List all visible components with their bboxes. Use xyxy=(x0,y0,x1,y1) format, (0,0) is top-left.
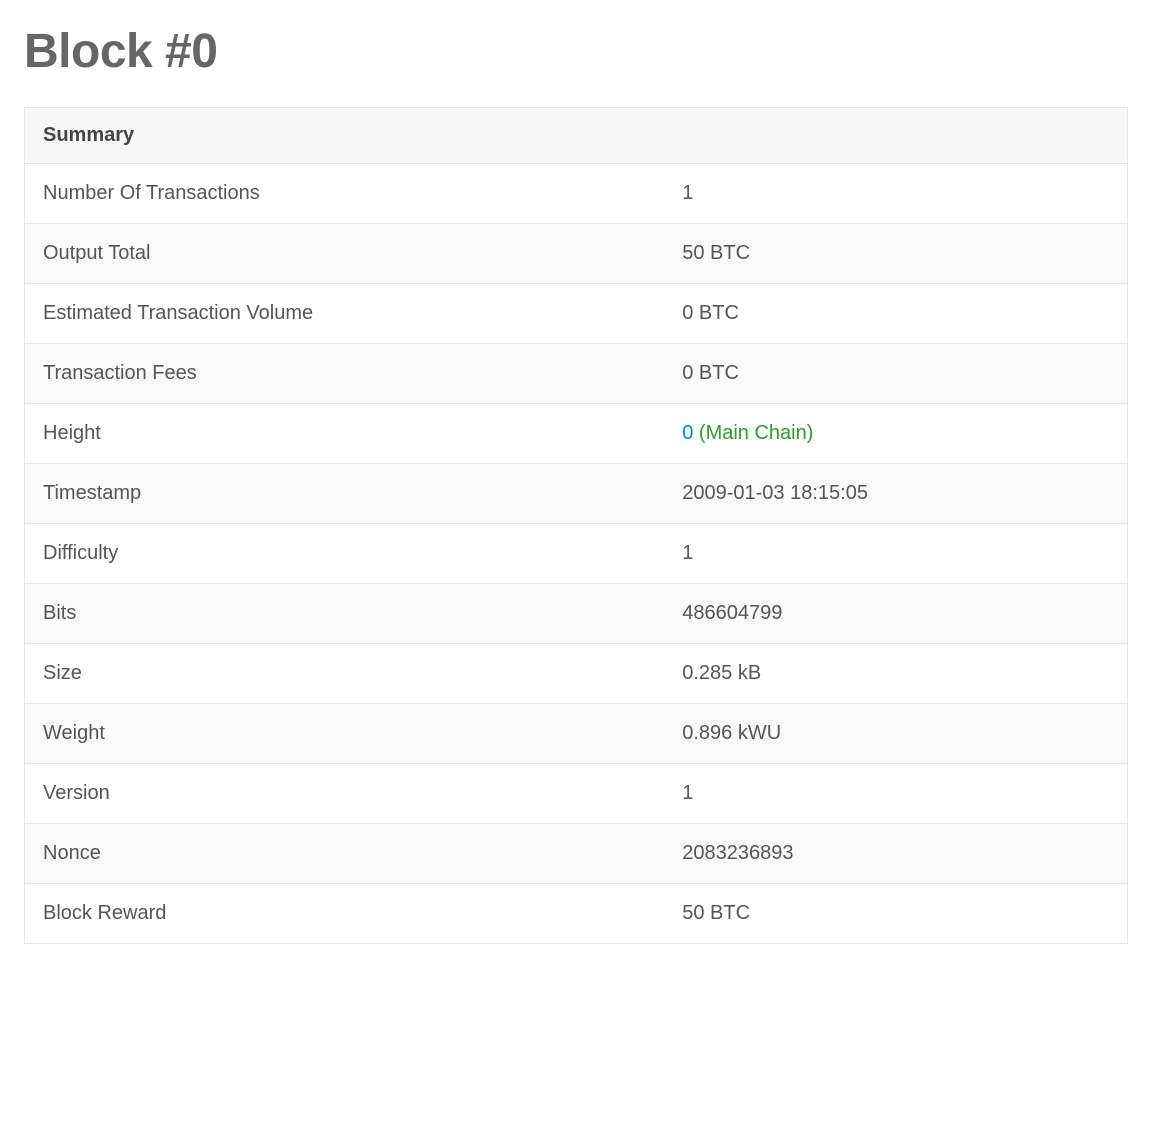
row-label: Version xyxy=(25,764,665,824)
row-value: 0.285 kB xyxy=(664,644,1127,704)
row-value: 1 xyxy=(664,524,1127,584)
row-label: Size xyxy=(25,644,665,704)
table-row: Nonce2083236893 xyxy=(25,824,1128,884)
row-value: 0.896 kWU xyxy=(664,704,1127,764)
row-value: 1 xyxy=(664,164,1127,224)
page-title: Block #0 xyxy=(24,24,1128,79)
height-link[interactable]: 0 xyxy=(682,422,693,444)
table-row: Version1 xyxy=(25,764,1128,824)
table-row: Output Total50 BTC xyxy=(25,224,1128,284)
row-label: Bits xyxy=(25,584,665,644)
table-row: Number Of Transactions1 xyxy=(25,164,1128,224)
chain-label: (Main Chain) xyxy=(693,422,813,444)
row-label: Nonce xyxy=(25,824,665,884)
table-row: Height0 (Main Chain) xyxy=(25,404,1128,464)
row-label: Estimated Transaction Volume xyxy=(25,284,665,344)
row-value: 0 (Main Chain) xyxy=(664,404,1127,464)
table-row: Bits486604799 xyxy=(25,584,1128,644)
row-label: Number Of Transactions xyxy=(25,164,665,224)
summary-header: Summary xyxy=(25,108,1128,164)
row-value: 50 BTC xyxy=(664,884,1127,944)
table-row: Transaction Fees0 BTC xyxy=(25,344,1128,404)
row-value: 0 BTC xyxy=(664,344,1127,404)
row-label: Height xyxy=(25,404,665,464)
row-label: Output Total xyxy=(25,224,665,284)
row-label: Timestamp xyxy=(25,464,665,524)
table-row: Difficulty1 xyxy=(25,524,1128,584)
table-row: Size0.285 kB xyxy=(25,644,1128,704)
row-value: 486604799 xyxy=(664,584,1127,644)
row-label: Block Reward xyxy=(25,884,665,944)
row-label: Difficulty xyxy=(25,524,665,584)
table-row: Estimated Transaction Volume0 BTC xyxy=(25,284,1128,344)
summary-table: Summary Number Of Transactions1Output To… xyxy=(24,107,1128,944)
row-value: 1 xyxy=(664,764,1127,824)
row-value: 50 BTC xyxy=(664,224,1127,284)
row-value: 2083236893 xyxy=(664,824,1127,884)
row-value: 0 BTC xyxy=(664,284,1127,344)
table-row: Timestamp2009-01-03 18:15:05 xyxy=(25,464,1128,524)
row-label: Weight xyxy=(25,704,665,764)
table-row: Block Reward50 BTC xyxy=(25,884,1128,944)
row-label: Transaction Fees xyxy=(25,344,665,404)
row-value: 2009-01-03 18:15:05 xyxy=(664,464,1127,524)
table-row: Weight0.896 kWU xyxy=(25,704,1128,764)
